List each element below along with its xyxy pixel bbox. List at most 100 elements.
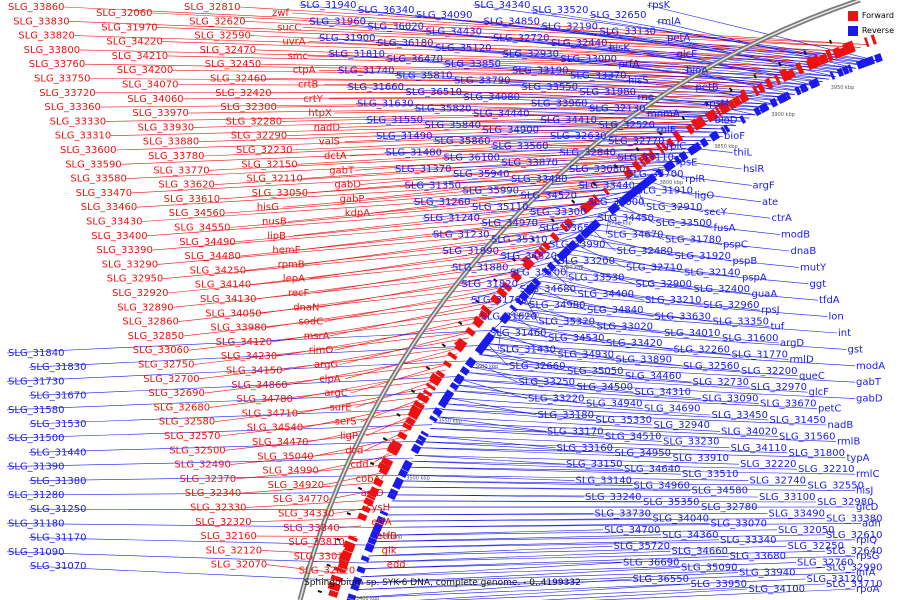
forward-gene-label: SLG_32060 xyxy=(96,8,152,19)
reverse-gene xyxy=(350,583,360,592)
forward-connector xyxy=(178,285,512,322)
forward-gene-label: SLG_34540 xyxy=(247,423,303,434)
reverse-gene-label: SLG_32560 xyxy=(683,361,739,372)
forward-connector xyxy=(266,564,343,574)
forward-connector xyxy=(167,55,806,71)
reverse-connector xyxy=(6,424,433,439)
reverse-gene-label: SLG_36550 xyxy=(633,574,689,585)
reverse-gene-label: SLG_33490 xyxy=(769,508,825,519)
reverse-connector xyxy=(518,264,556,290)
reverse-gene-label: SLG_34640 xyxy=(624,464,680,475)
reverse-gene xyxy=(611,202,621,212)
reverse-gene-label: SLG_36340 xyxy=(358,5,414,16)
reverse-connector xyxy=(481,129,725,133)
forward-gene-label: SLG_33060 xyxy=(133,345,189,356)
forward-gene xyxy=(480,304,493,316)
reverse-gene-label: hisJ xyxy=(856,486,873,497)
reverse-connector xyxy=(599,223,723,245)
forward-gene xyxy=(813,54,822,67)
forward-gene xyxy=(373,477,384,485)
reverse-connector xyxy=(506,319,606,344)
forward-gene-label: surE xyxy=(330,402,352,413)
reverse-connector xyxy=(356,572,856,590)
reverse-gene-label: SLG_36470 xyxy=(387,54,443,65)
marker-glyph xyxy=(346,512,352,516)
reverse-gene xyxy=(691,144,699,153)
reverse-gene xyxy=(387,493,397,501)
reverse-gene xyxy=(699,137,709,148)
reverse-gene-label: SLG_31670 xyxy=(30,391,86,402)
marker-glyph xyxy=(681,115,686,121)
reverse-gene xyxy=(590,219,601,230)
reverse-gene xyxy=(762,102,770,112)
reverse-gene xyxy=(379,510,389,517)
forward-gene xyxy=(789,68,796,78)
reverse-connector xyxy=(411,460,798,470)
reverse-gene-label: SLG_31980 xyxy=(580,87,636,98)
reverse-gene-label: SLG_33100 xyxy=(759,492,815,503)
forward-gene xyxy=(810,56,821,69)
forward-gene-label: SLG_32850 xyxy=(128,331,184,342)
legend-reverse: Reverse xyxy=(847,23,894,38)
reverse-gene xyxy=(370,529,380,538)
reverse-gene xyxy=(481,338,491,347)
forward-gene xyxy=(402,422,413,431)
reverse-gene-label: SLG_36180 xyxy=(377,38,433,49)
forward-gene-label: SLG_33590 xyxy=(65,159,121,170)
reverse-gene-label: SLG_31600 xyxy=(722,333,778,344)
legend-forward: Forward xyxy=(847,8,894,23)
reverse-gene-label: SLG_34840 xyxy=(587,305,643,316)
reverse-connector xyxy=(441,409,653,426)
reverse-connector xyxy=(422,441,788,454)
reverse-gene-label: SLG_31370 xyxy=(395,164,451,175)
forward-gene xyxy=(549,231,560,243)
reverse-gene-label: SLG_31820 xyxy=(462,279,518,290)
reverse-gene-label: SLG_34820 xyxy=(501,251,557,262)
reverse-gene xyxy=(655,168,664,178)
forward-gene xyxy=(447,351,458,361)
reverse-connector xyxy=(525,297,712,322)
marker-glyph xyxy=(753,74,757,79)
forward-gene-label: etfA xyxy=(371,517,392,528)
forward-gene xyxy=(369,486,380,496)
forward-connector xyxy=(261,550,350,556)
reverse-gene-label: SLG_32630 xyxy=(550,131,606,142)
forward-gene-label: SLG_33840 xyxy=(283,523,339,534)
forward-gene xyxy=(491,294,502,304)
reverse-connector xyxy=(466,372,808,393)
reverse-gene-label: SLG_33090 xyxy=(702,394,758,405)
reverse-gene-label: SLG_33200 xyxy=(559,256,615,267)
reverse-gene-label: SLG_31390 xyxy=(8,462,64,473)
gene-glyphs xyxy=(317,29,883,600)
forward-gene-label: clpA xyxy=(319,374,341,385)
forward-gene-label: SLG_34200 xyxy=(117,65,173,76)
forward-connector xyxy=(298,215,582,251)
reverse-gene xyxy=(629,189,636,198)
reverse-gene-label: SLG_32780 xyxy=(701,502,757,513)
reverse-gene xyxy=(500,313,510,323)
reverse-gene-label: SLG_33380 xyxy=(826,513,882,524)
reverse-connector xyxy=(360,562,797,578)
reverse-gene xyxy=(570,239,579,249)
reverse-connector xyxy=(473,361,692,383)
reverse-gene xyxy=(393,476,404,487)
reverse-connector xyxy=(626,200,771,219)
forward-connector xyxy=(365,170,637,200)
reverse-gene-label: SLG_34510 xyxy=(605,431,661,442)
forward-connector xyxy=(297,142,675,165)
reverse-connector xyxy=(394,494,759,498)
forward-gene xyxy=(739,89,750,103)
forward-gene-label: SLG_32890 xyxy=(117,302,173,313)
marker-glyph xyxy=(803,50,807,55)
reverse-connector xyxy=(365,550,671,563)
reverse-gene-label: SLG_34520 xyxy=(521,190,577,201)
forward-connector xyxy=(63,6,869,45)
reverse-gene-label: SLG_31840 xyxy=(8,348,64,359)
reverse-connector xyxy=(379,523,862,528)
reverse-gene xyxy=(662,163,671,173)
forward-connector xyxy=(204,362,451,394)
forward-gene xyxy=(818,55,825,66)
forward-gene-label: SLG_32950 xyxy=(107,274,163,285)
reverse-gene-label: SLG_31730 xyxy=(8,376,64,387)
forward-gene xyxy=(333,566,347,574)
